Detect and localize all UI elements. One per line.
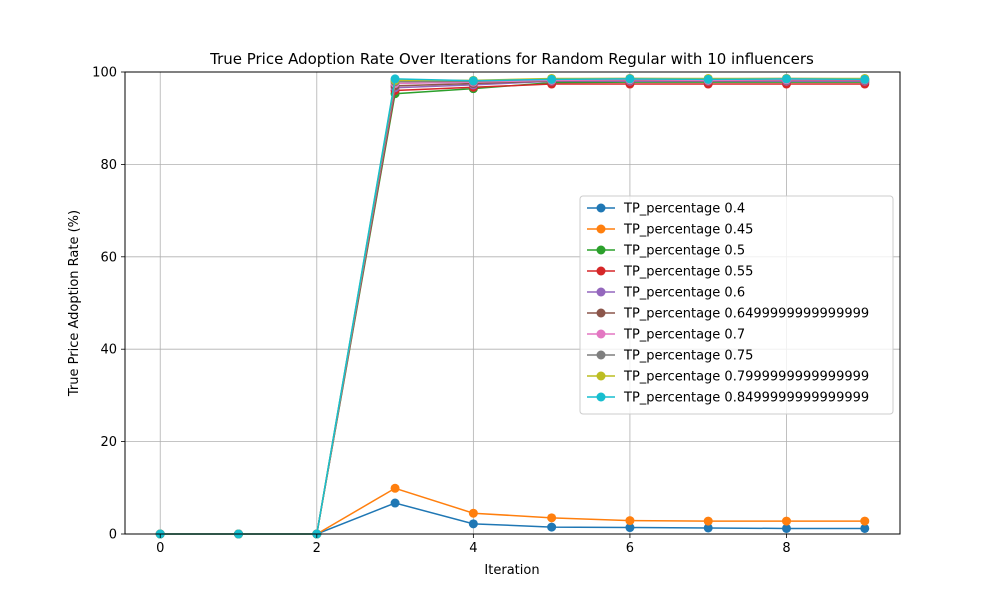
x-tick-label: 0 <box>156 541 164 556</box>
legend-item: TP_percentage 0.45 <box>587 223 753 238</box>
data-point <box>390 498 400 508</box>
y-tick-label: 40 <box>100 343 117 358</box>
legend-marker <box>596 203 606 213</box>
legend-label: TP_percentage 0.4 <box>623 202 745 217</box>
data-point <box>390 74 400 84</box>
legend-label: TP_percentage 0.6 <box>623 286 745 301</box>
legend-label: TP_percentage 0.8499999999999999 <box>623 391 869 406</box>
legend-label: TP_percentage 0.7 <box>623 328 745 343</box>
data-point <box>625 516 635 526</box>
data-point <box>547 513 557 523</box>
x-tick-label: 6 <box>626 541 634 556</box>
data-point <box>625 74 635 84</box>
data-point <box>468 76 478 86</box>
x-axis-label: Iteration <box>484 563 539 578</box>
legend-item: TP_percentage 0.5 <box>587 244 745 259</box>
legend-label: TP_percentage 0.45 <box>623 223 753 238</box>
data-point <box>703 74 713 84</box>
data-point <box>781 74 791 84</box>
y-tick-label: 0 <box>109 528 117 543</box>
legend-marker <box>596 287 606 297</box>
legend-item: TP_percentage 0.55 <box>587 265 753 280</box>
data-point <box>468 519 478 529</box>
x-tick-label: 4 <box>469 541 477 556</box>
legend-box <box>579 195 894 415</box>
legend-item: TP_percentage 0.8499999999999999 <box>587 391 869 406</box>
data-point <box>781 523 791 533</box>
data-point <box>860 74 870 84</box>
legend-label: TP_percentage 0.7999999999999999 <box>623 370 869 385</box>
y-tick-label: 20 <box>100 435 117 450</box>
legend-marker <box>596 266 606 276</box>
legend-marker <box>596 350 606 360</box>
data-point <box>703 523 713 533</box>
data-point <box>860 516 870 526</box>
legend-marker <box>596 245 606 255</box>
x-tick-label: 8 <box>782 541 790 556</box>
legend-marker <box>596 329 606 339</box>
y-tick-label: 60 <box>100 250 117 265</box>
legend: TP_percentage 0.4 TP_percentage 0.45 TP_pe… <box>579 195 894 415</box>
plot-frame <box>124 71 901 535</box>
data-point <box>468 508 478 518</box>
data-point <box>625 523 635 533</box>
legend-label: TP_percentage 0.6499999999999999 <box>623 307 869 322</box>
data-point <box>547 522 557 532</box>
legend-label: TP_percentage 0.75 <box>623 349 753 364</box>
data-point <box>860 523 870 533</box>
data-point <box>547 74 557 84</box>
data-point <box>781 516 791 526</box>
legend-marker <box>596 392 606 402</box>
legend-item: TP_percentage 0.75 <box>587 349 753 364</box>
y-axis-label: True Price Adoption Rate (%) <box>67 210 82 397</box>
legend-label: TP_percentage 0.55 <box>623 265 753 280</box>
legend-item: TP_percentage 0.6 <box>587 286 745 301</box>
legend-item: TP_percentage 0.4 <box>587 202 745 217</box>
data-point <box>390 483 400 493</box>
y-tick-label: 80 <box>100 158 117 173</box>
legend-label: TP_percentage 0.5 <box>623 244 745 259</box>
data-point <box>703 516 713 526</box>
legend-item: TP_percentage 0.7999999999999999 <box>587 370 869 385</box>
legend-marker <box>596 308 606 318</box>
legend-marker <box>596 371 606 381</box>
legend-item: TP_percentage 0.6499999999999999 <box>587 307 869 322</box>
y-tick-label: 100 <box>92 66 117 81</box>
legend-marker <box>596 224 606 234</box>
x-tick-label: 2 <box>313 541 321 556</box>
chart-title: True Price Adoption Rate Over Iterations… <box>209 50 814 68</box>
legend-item: TP_percentage 0.7 <box>587 328 745 343</box>
